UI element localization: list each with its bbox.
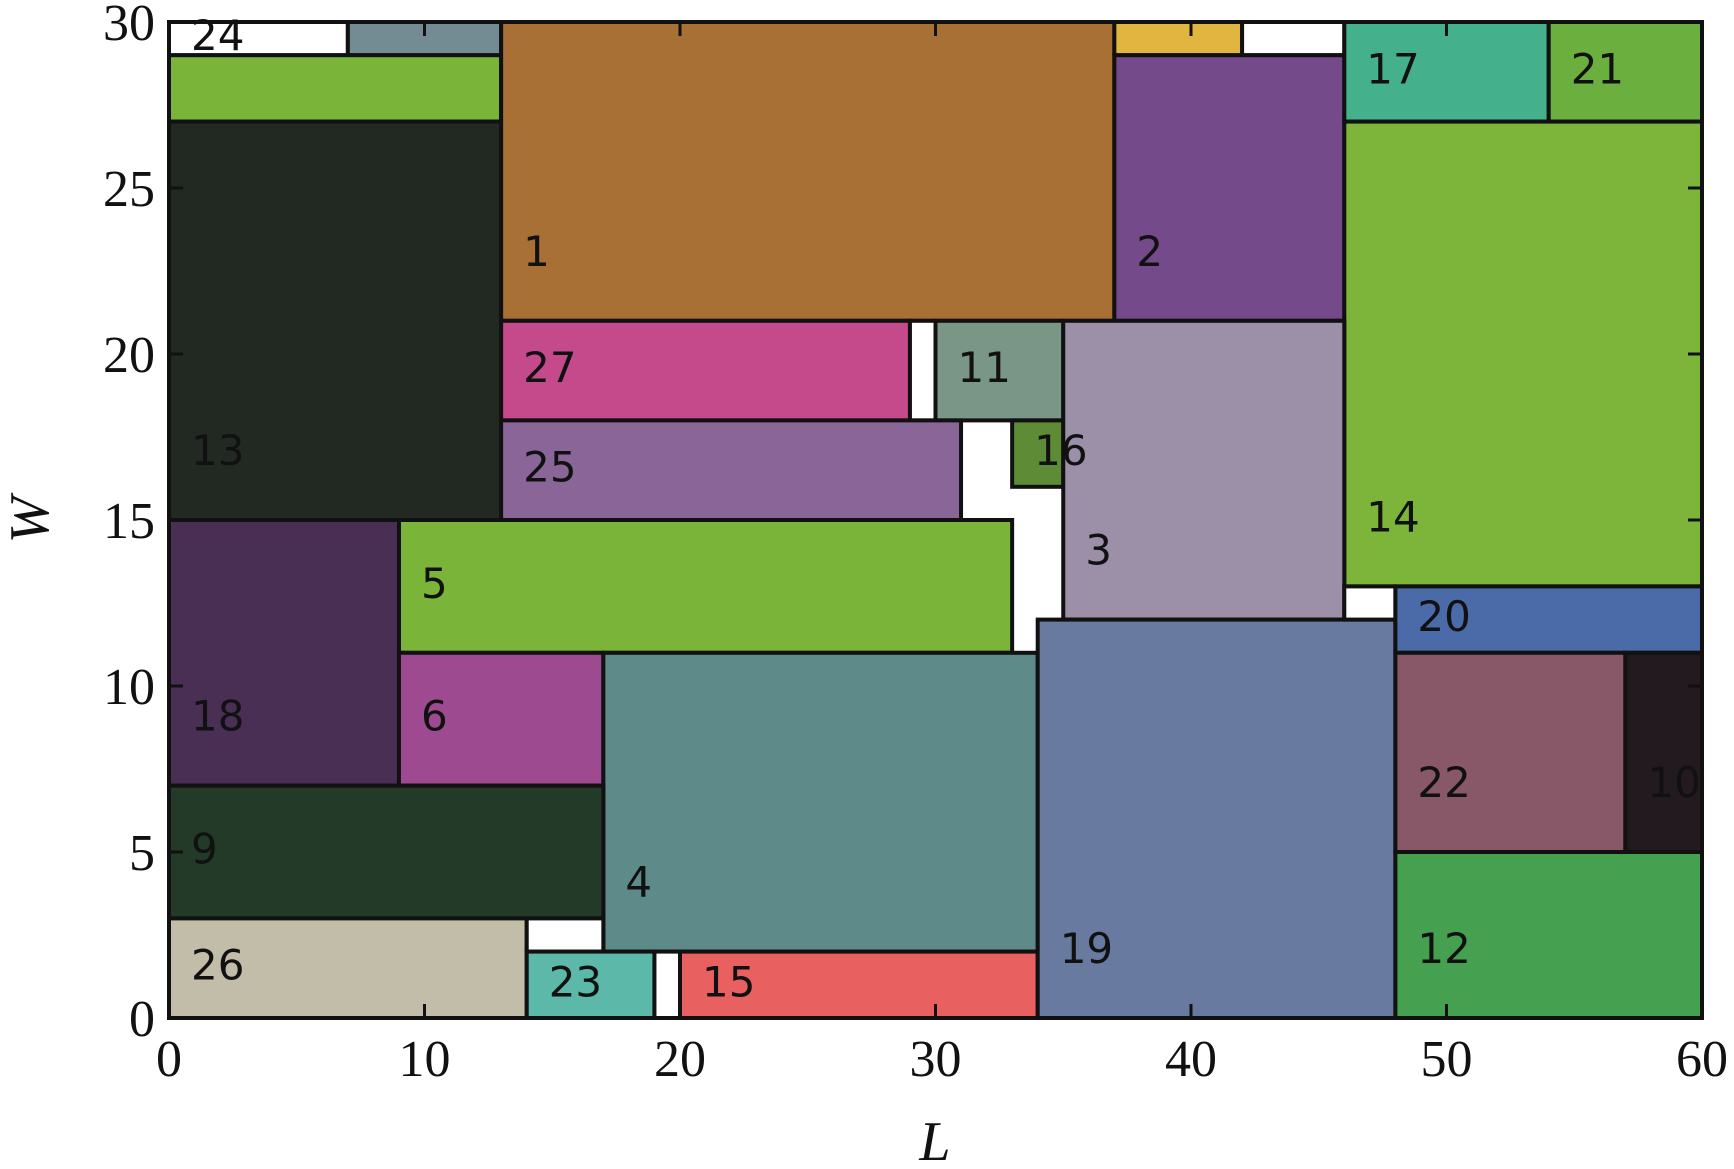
rect-label: 13 bbox=[191, 426, 244, 475]
packed-rect bbox=[1342, 119, 1705, 589]
rect-label: 14 bbox=[1366, 493, 1419, 542]
packed-rect bbox=[167, 53, 504, 124]
rect-label: 6 bbox=[421, 692, 448, 741]
packed-rect bbox=[1112, 20, 1245, 58]
packed-rect bbox=[1035, 617, 1398, 1020]
rect-label: 20 bbox=[1417, 592, 1470, 641]
rect-label: 22 bbox=[1417, 758, 1470, 807]
rect-label: 26 bbox=[191, 941, 244, 990]
packed-rect bbox=[1393, 650, 1628, 854]
y-tick-label: 30 bbox=[103, 0, 155, 52]
rect-label: 23 bbox=[549, 957, 602, 1006]
rect-label: 25 bbox=[523, 443, 576, 492]
packed-rect bbox=[678, 949, 1040, 1020]
y-tick-label: 20 bbox=[103, 327, 155, 384]
packed-rect bbox=[167, 916, 529, 1021]
y-axis-title: W bbox=[0, 492, 61, 543]
rect-label: 17 bbox=[1366, 44, 1419, 93]
rect-label: 2 bbox=[1136, 227, 1163, 276]
packed-rect bbox=[167, 783, 606, 921]
rect-label: 3 bbox=[1085, 526, 1112, 575]
rect-label: 11 bbox=[958, 343, 1011, 392]
packed-rect bbox=[167, 518, 401, 788]
rect-label: 5 bbox=[421, 559, 448, 608]
packed-rect bbox=[601, 650, 1040, 954]
y-tick-label: 10 bbox=[103, 659, 155, 716]
rect-label: 15 bbox=[702, 957, 755, 1006]
rect-label: 21 bbox=[1571, 44, 1624, 93]
packed-rect bbox=[1010, 418, 1066, 489]
rect-label: 16 bbox=[1034, 426, 1087, 475]
x-axis-title: L bbox=[918, 1111, 950, 1169]
y-tick-label: 5 bbox=[129, 825, 155, 882]
rect-label: 10 bbox=[1647, 758, 1700, 807]
x-tick-label: 10 bbox=[399, 1031, 451, 1088]
packed-rect bbox=[167, 119, 504, 522]
packed-rect bbox=[907, 318, 938, 423]
rect-label: 24 bbox=[191, 11, 244, 60]
rect-label: 4 bbox=[625, 858, 652, 907]
packed-rect bbox=[1393, 850, 1705, 1020]
packed-rect bbox=[1061, 318, 1347, 622]
rect-label: 1 bbox=[523, 227, 550, 276]
rect-label: 9 bbox=[191, 825, 218, 874]
packed-rect bbox=[499, 20, 1117, 323]
packed-rect bbox=[933, 318, 1066, 423]
x-tick-label: 0 bbox=[156, 1031, 182, 1088]
packed-rect bbox=[524, 916, 606, 954]
y-tick-label: 15 bbox=[103, 493, 155, 550]
rect-label: 27 bbox=[523, 343, 576, 392]
packed-rect bbox=[1342, 584, 1398, 622]
packed-rect bbox=[1240, 20, 1347, 58]
packed-rect bbox=[396, 518, 1015, 655]
x-tick-label: 50 bbox=[1421, 1031, 1473, 1088]
packed-rect bbox=[652, 949, 683, 1020]
packed-rect bbox=[1112, 53, 1347, 323]
x-tick-label: 40 bbox=[1165, 1031, 1217, 1088]
packed-rect bbox=[1393, 584, 1705, 655]
x-tick-label: 20 bbox=[654, 1031, 706, 1088]
packed-rect bbox=[499, 418, 964, 522]
y-tick-label: 0 bbox=[129, 991, 155, 1048]
rect-label: 12 bbox=[1417, 924, 1470, 973]
x-tick-label: 30 bbox=[910, 1031, 962, 1088]
rect-label: 19 bbox=[1060, 924, 1113, 973]
x-tick-label: 60 bbox=[1676, 1031, 1728, 1088]
y-tick-label: 25 bbox=[103, 161, 155, 218]
packed-rect bbox=[1623, 650, 1704, 854]
rect-label: 18 bbox=[191, 692, 244, 741]
